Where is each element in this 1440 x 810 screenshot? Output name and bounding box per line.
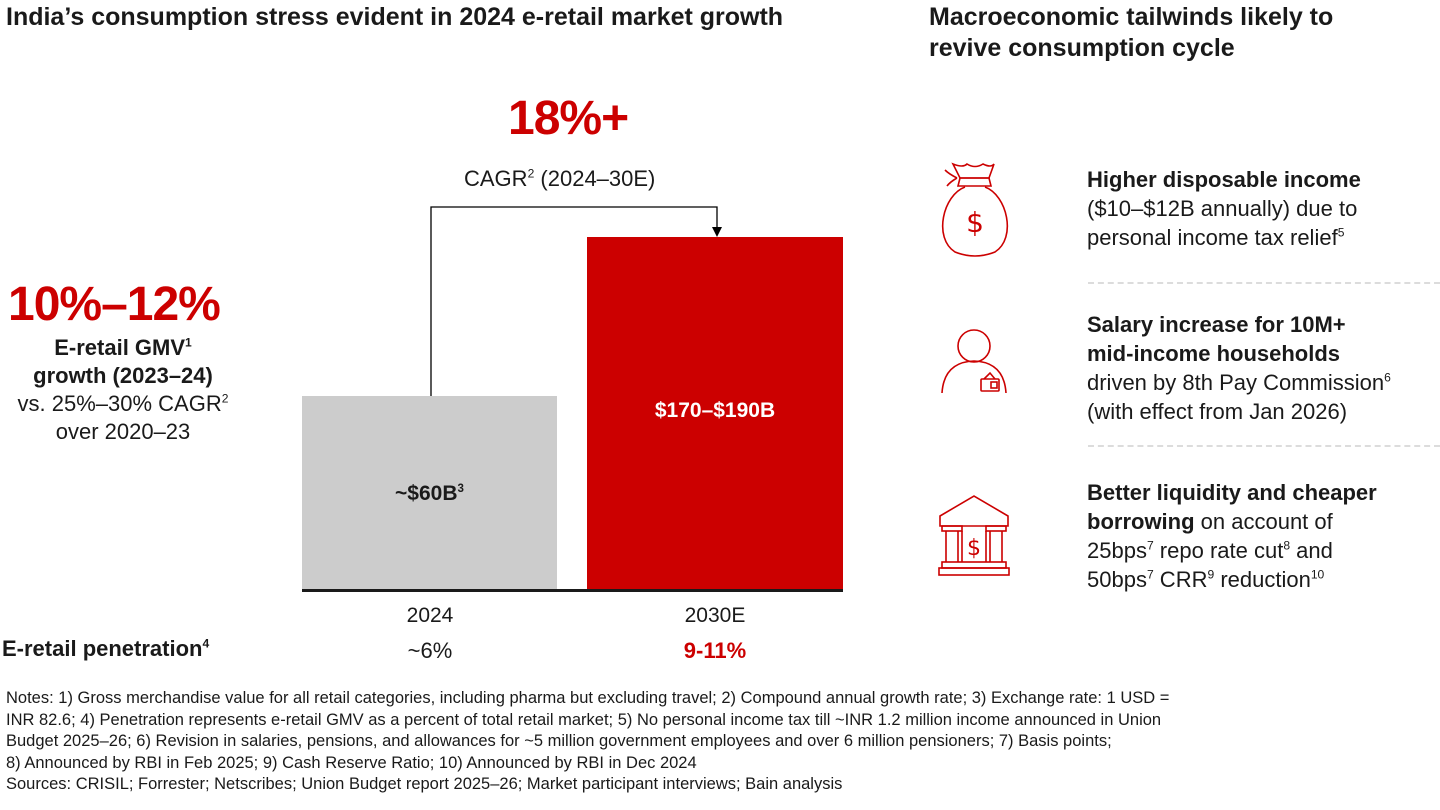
right-title-line1: Macroeconomic tailwinds likely to	[929, 3, 1334, 31]
penetration-2030e: 9-11%	[683, 638, 747, 663]
growth-desc-line4: over 2020–23	[55, 419, 191, 444]
person-wallet-icon	[941, 329, 1007, 394]
footnote-sup: 2	[221, 391, 229, 406]
footnote-sup: 3	[457, 483, 464, 495]
divider	[1088, 445, 1440, 447]
bar-value: ~$60B	[395, 482, 458, 505]
bank-icon: $	[938, 495, 1010, 576]
footnote-sup: 6	[1384, 370, 1391, 385]
x-tick-2024: 2024	[406, 604, 454, 627]
item-heading: Salary increase for 10M+	[1087, 312, 1346, 337]
arrow-head-icon	[712, 227, 722, 237]
penetration-label: E-retail penetration4	[2, 636, 209, 662]
item-text: (with effect from Jan 2026)	[1087, 399, 1348, 424]
cagr-value: 18%+	[508, 92, 629, 145]
footnote-sup: 1	[185, 335, 192, 350]
footnote-sup: 8	[1283, 538, 1291, 553]
bar-2030e: $170–$190B	[587, 237, 843, 590]
penetration-2024: ~6%	[407, 638, 453, 663]
item-text: ($10–$12B annually) due to	[1087, 196, 1358, 221]
item-text: repo rate cut	[1153, 538, 1284, 563]
cagr-period: (2024–30E)	[534, 166, 656, 191]
footnote-sup: 10	[1310, 567, 1325, 582]
svg-text:$: $	[966, 206, 984, 239]
item-text: CRR	[1153, 567, 1208, 592]
item-heading: borrowing	[1087, 509, 1195, 534]
footnote-sup: 7	[1146, 567, 1154, 582]
footnote-sup: 4	[202, 636, 210, 651]
bar-label-2030e: $170–$190B	[654, 399, 776, 422]
item-heading: Better liquidity and cheaper	[1087, 480, 1377, 505]
footnote-sup: 7	[1146, 538, 1154, 553]
item-text: on account of	[1194, 509, 1333, 534]
note-line: Notes: 1) Gross merchandise value for al…	[6, 689, 1170, 707]
note-line: INR 82.6; 4) Penetration represents e-re…	[6, 710, 1162, 729]
item-text: driven by 8th Pay Commission	[1087, 370, 1385, 395]
note-line: Budget 2025–26; 6) Revision in salaries,…	[6, 732, 1112, 750]
note-line: 8) Announced by RBI in Feb 2025; 9) Cash…	[6, 753, 697, 772]
footnote-sup: 5	[1337, 225, 1345, 240]
item-heading: Higher disposable income	[1087, 167, 1361, 192]
money-bag-icon: $	[941, 162, 1009, 257]
penetration-label-text: E-retail penetration	[2, 636, 203, 661]
footnote-sup: 9	[1207, 567, 1215, 582]
growth-desc-line1: E-retail GMV	[54, 335, 186, 360]
footnote-sup: 2	[527, 166, 535, 181]
item-text: 25bps	[1087, 538, 1147, 563]
growth-description: E-retail GMV1 growth (2023–24) vs. 25%–3…	[0, 334, 246, 446]
cagr-arrow	[430, 206, 722, 396]
sources-line: Sources: CRISIL; Forrester; Netscribes; …	[6, 775, 843, 793]
item-text: and	[1290, 538, 1333, 563]
cagr-connector-line	[430, 206, 718, 396]
tailwind-item-salary-increase: Salary increase for 10M+ mid-income hous…	[1087, 310, 1391, 426]
left-title: India’s consumption stress evident in 20…	[6, 3, 784, 31]
svg-text:$: $	[967, 536, 981, 561]
growth-desc-line2: growth (2023–24)	[33, 363, 213, 388]
item-text: reduction	[1214, 567, 1311, 592]
cagr-label-text: CAGR	[464, 166, 528, 191]
divider	[1088, 282, 1440, 284]
item-text: 50bps	[1087, 567, 1147, 592]
item-text: personal income tax relief	[1087, 225, 1338, 250]
bar-label-2024: ~$60B3	[302, 482, 557, 506]
footnotes: Notes: 1) Gross merchandise value for al…	[6, 688, 1436, 796]
right-title: Macroeconomic tailwinds likely to revive…	[929, 2, 1333, 64]
cagr-label: CAGR2 (2024–30E)	[464, 166, 655, 192]
item-heading: mid-income households	[1087, 341, 1341, 366]
x-axis-line	[302, 589, 843, 592]
tailwind-item-disposable-income: Higher disposable income ($10–$12B annua…	[1087, 165, 1361, 252]
x-tick-2030e: 2030E	[684, 604, 746, 627]
bar-2024: ~$60B3	[302, 396, 557, 590]
right-title-line2: revive consumption cycle	[929, 34, 1235, 62]
growth-value: 10%–12%	[8, 278, 221, 331]
tailwind-item-liquidity: Better liquidity and cheaper borrowing o…	[1087, 478, 1377, 594]
growth-desc-line3: vs. 25%–30% CAGR	[17, 391, 222, 416]
